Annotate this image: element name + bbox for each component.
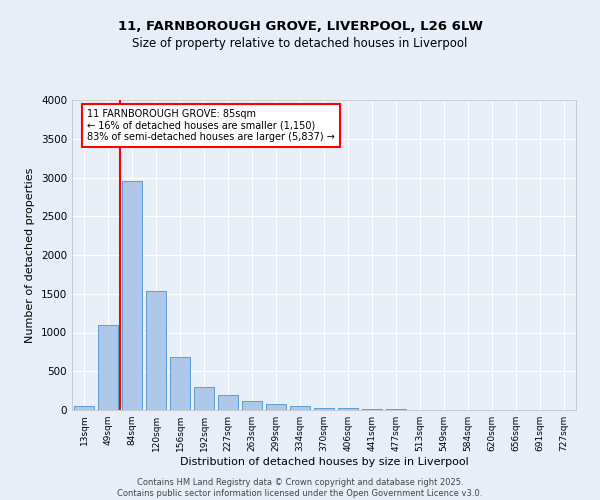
Bar (242, 402, 262, 410)
Bar (98, 325, 118, 410)
Bar (338, 408, 358, 410)
Bar (218, 396, 238, 410)
Text: 11, FARNBOROUGH GROVE, LIVERPOOL, L26 6LW: 11, FARNBOROUGH GROVE, LIVERPOOL, L26 6L… (118, 20, 482, 33)
Text: Contains HM Land Registry data © Crown copyright and database right 2025.
Contai: Contains HM Land Registry data © Crown c… (118, 478, 482, 498)
Bar (386, 409, 406, 410)
Bar (362, 409, 382, 410)
Text: 11 FARNBOROUGH GROVE: 85sqm
← 16% of detached houses are smaller (1,150)
83% of : 11 FARNBOROUGH GROVE: 85sqm ← 16% of det… (87, 110, 335, 142)
Y-axis label: Number of detached properties: Number of detached properties (25, 168, 35, 342)
Bar (146, 292, 166, 410)
Bar (74, 406, 94, 410)
Text: Size of property relative to detached houses in Liverpool: Size of property relative to detached ho… (133, 38, 467, 51)
Bar (314, 408, 334, 410)
Bar (194, 387, 214, 410)
Bar (170, 358, 190, 410)
Bar (290, 406, 310, 410)
Bar (122, 182, 142, 410)
Bar (266, 404, 286, 410)
X-axis label: Distribution of detached houses by size in Liverpool: Distribution of detached houses by size … (179, 457, 469, 467)
